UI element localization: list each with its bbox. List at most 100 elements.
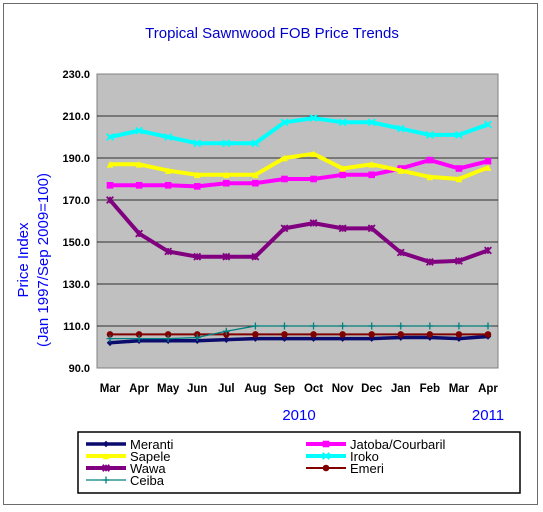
- legend-label: Iroko: [350, 449, 379, 464]
- series-sapele: [106, 150, 492, 183]
- y-axis-label-line1: Price Index: [15, 222, 32, 298]
- data-point: [193, 139, 202, 148]
- data-point: [222, 139, 231, 148]
- legend-label: Ceiba: [130, 473, 165, 488]
- data-point: [222, 327, 230, 335]
- data-point: [368, 171, 375, 179]
- x-tick-label: Jun: [187, 383, 207, 395]
- legend-item-ceiba: Ceiba: [86, 473, 165, 488]
- legend-label: Jatoba/Courbaril: [350, 437, 445, 452]
- data-point: [280, 118, 289, 127]
- data-point: [102, 464, 110, 472]
- data-point: [309, 219, 318, 228]
- chart-title: Tropical Sawnwood FOB Price Trends: [145, 25, 399, 42]
- y-tick-label: 110.0: [63, 321, 90, 333]
- x-tick-label: Sep: [274, 383, 295, 395]
- data-point: [322, 464, 330, 472]
- data-point: [310, 331, 317, 338]
- data-point: [102, 440, 110, 448]
- data-point: [338, 118, 347, 127]
- x-tick-label: May: [157, 383, 180, 395]
- data-point: [164, 331, 172, 338]
- data-point: [106, 196, 114, 204]
- data-point: [280, 224, 289, 233]
- data-point: [484, 246, 492, 255]
- data-point: [281, 335, 288, 342]
- chart-svg: Tropical Sawnwood FOB Price Trends Price…: [15, 25, 521, 494]
- x-tick-label: Oct: [304, 383, 323, 395]
- data-point: [425, 258, 434, 266]
- data-point: [223, 179, 230, 187]
- data-point: [322, 440, 330, 448]
- data-point: [455, 165, 463, 172]
- x-tick-label: Mar: [100, 383, 121, 395]
- legend-label: Sapele: [130, 449, 170, 464]
- legend-item-wawa: Wawa: [86, 461, 166, 476]
- y-tick-label: 130.0: [62, 279, 90, 291]
- data-point: [397, 322, 405, 330]
- data-point: [222, 252, 231, 261]
- x-tick-label: Feb: [420, 383, 440, 395]
- series-line: [110, 158, 489, 189]
- x-tick-label: Jan: [391, 383, 411, 395]
- data-point: [135, 229, 144, 238]
- x-tick-label: Nov: [332, 383, 354, 395]
- data-point: [135, 335, 143, 343]
- data-point: [223, 336, 230, 343]
- series-line: [109, 116, 489, 146]
- y-tick-label: 230.0: [62, 69, 90, 81]
- data-point: [425, 130, 434, 139]
- data-point: [455, 331, 463, 338]
- x-tick-label: Apr: [478, 383, 498, 395]
- data-point: [484, 157, 492, 165]
- data-point: [252, 335, 259, 342]
- data-point: [252, 179, 259, 187]
- data-point: [281, 175, 288, 183]
- data-point: [339, 322, 347, 330]
- plot-area: [96, 73, 499, 369]
- data-point: [310, 335, 317, 342]
- series-line: [110, 151, 489, 181]
- series-iroko: [106, 114, 492, 148]
- data-point: [280, 322, 288, 330]
- data-point: [484, 331, 492, 338]
- data-point: [135, 182, 143, 189]
- data-point: [193, 334, 201, 342]
- x-tick-label: Apr: [129, 383, 149, 395]
- series-ceiba: [106, 322, 492, 343]
- data-point: [281, 154, 288, 162]
- y-tick-label: 170.0: [62, 195, 90, 207]
- data-point: [368, 331, 375, 338]
- data-point: [106, 331, 114, 338]
- x-tick-label: Mar: [449, 383, 470, 395]
- data-point: [397, 331, 405, 338]
- data-point: [164, 247, 173, 256]
- data-point: [396, 248, 405, 257]
- data-point: [367, 224, 376, 233]
- data-point: [397, 167, 405, 174]
- year-label: 2011: [472, 407, 504, 424]
- data-point: [368, 322, 376, 330]
- data-point: [102, 452, 110, 460]
- data-point: [426, 331, 434, 338]
- data-point: [252, 171, 259, 179]
- data-point: [310, 322, 318, 330]
- legend-item-meranti: Meranti: [86, 437, 173, 452]
- y-tick-label: 190.0: [62, 153, 90, 165]
- data-point: [223, 171, 230, 179]
- y-tick-label: 210.0: [62, 111, 90, 123]
- data-point: [396, 124, 405, 133]
- series-line: [110, 325, 488, 340]
- legend-box: [77, 431, 521, 494]
- data-point: [135, 331, 143, 338]
- x-tick-label: Aug: [244, 383, 266, 395]
- x-tick-label: Jul: [218, 383, 235, 395]
- x-tick-label: Dec: [361, 383, 383, 395]
- chart-frame: Tropical Sawnwood FOB Price Trends Price…: [3, 3, 538, 505]
- legend-item-jatoba-courbaril: Jatoba/Courbaril: [306, 437, 445, 452]
- year-labels: 2010 2011: [282, 407, 504, 424]
- data-point: [455, 322, 463, 330]
- data-point: [310, 150, 317, 158]
- data-point: [484, 322, 492, 330]
- data-point: [106, 133, 114, 141]
